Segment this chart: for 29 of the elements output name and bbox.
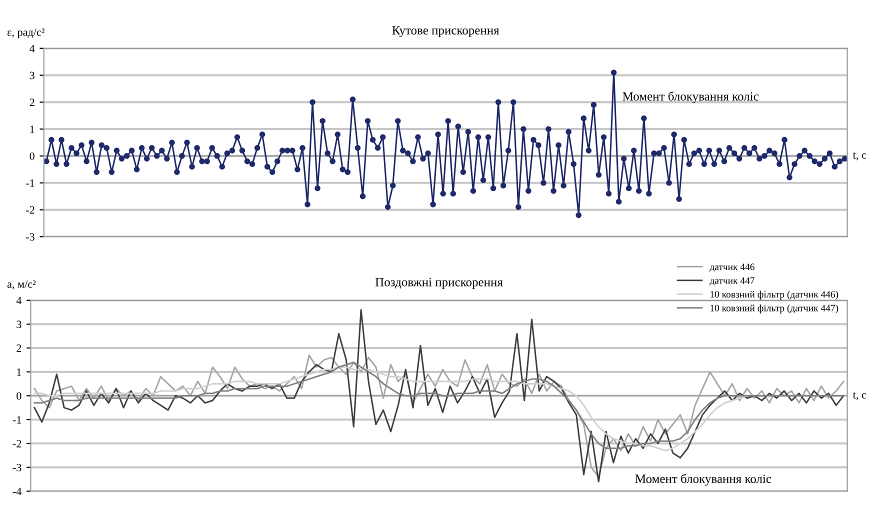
legend-label: датчик 446 xyxy=(710,264,754,272)
annotation: Момент блокування коліс xyxy=(635,474,772,486)
legend-label: 10 ковзний фільтр (датчик 447) xyxy=(710,304,838,314)
legend-label: датчик 447 xyxy=(710,277,754,286)
y-tick-label: -3 xyxy=(12,464,22,472)
y-tick-label: -2 xyxy=(12,440,22,448)
y-tick-label: 2 xyxy=(16,344,22,352)
legend-label: 10 ковзний фільтр (датчик 446) xyxy=(710,290,838,300)
y-tick-label: -1 xyxy=(12,416,22,424)
y-tick-label: 4 xyxy=(16,296,22,304)
y-axis-title: ε, рад/с² xyxy=(7,28,44,38)
y-tick-label: -1 xyxy=(26,179,34,187)
y-tick-label: 4 xyxy=(30,44,35,52)
y-tick-label: -2 xyxy=(26,206,34,214)
chart-title: Поздовжні прискорення xyxy=(375,278,503,289)
y-tick-label: 0 xyxy=(30,152,34,160)
y-tick-label: -3 xyxy=(26,233,34,241)
y-tick-label: 1 xyxy=(30,126,34,133)
x-axis-title: t, с xyxy=(852,392,866,400)
y-tick-label: 3 xyxy=(16,320,22,328)
y-tick-label: 1 xyxy=(17,368,22,376)
y-tick-label: 3 xyxy=(30,72,34,80)
y-tick-label: -4 xyxy=(12,488,22,496)
x-axis-title: t, с xyxy=(852,152,866,160)
y-tick-label: 2 xyxy=(30,98,34,106)
chart-title: Кутове прискорення xyxy=(392,26,500,38)
y-tick-label: 0 xyxy=(16,392,22,400)
annotation: Момент блокування коліс xyxy=(622,92,758,104)
y-axis-title: a, м/с² xyxy=(7,280,36,290)
